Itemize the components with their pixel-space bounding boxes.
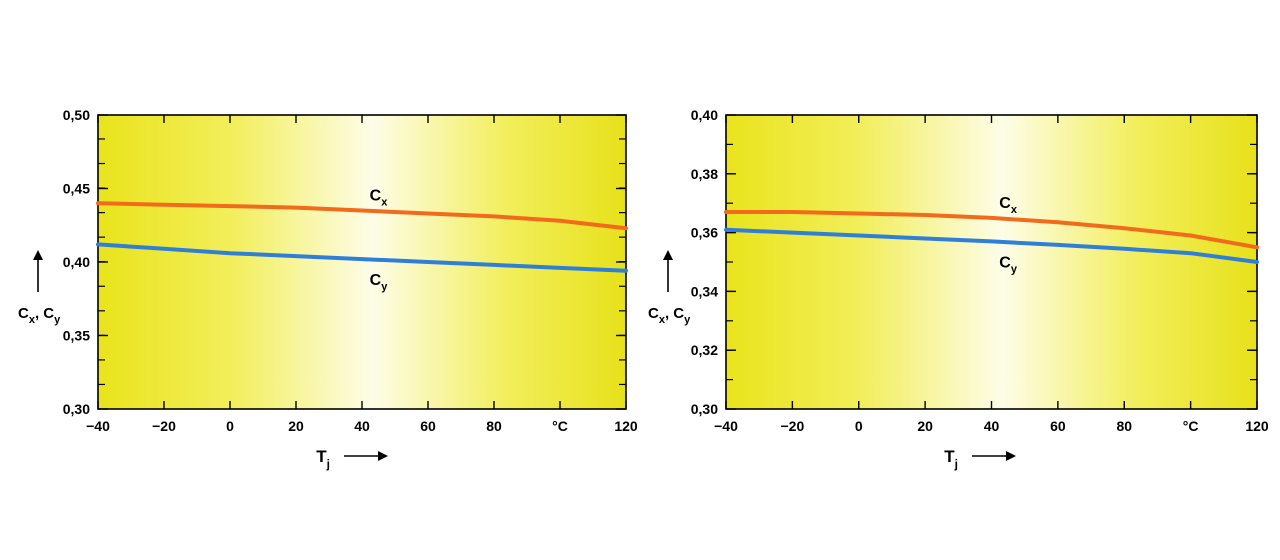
plot-area	[98, 115, 626, 409]
x-tick-label: −20	[781, 418, 805, 434]
y-tick-label: 0,40	[63, 254, 90, 270]
x-axis-title: Tj	[944, 447, 958, 471]
y-tick-label: 0,36	[691, 225, 718, 241]
chart-panel-2: 0,30 0,32 0,34 0,36 0,38 0,40 −40 −20 0 20 40 60 80 °…	[648, 107, 1269, 471]
x-tick-label: 60	[1050, 418, 1066, 434]
y-tick-label: 0,45	[63, 181, 90, 197]
series-line-cy	[96, 242, 628, 273]
y-tick-label: 0,35	[63, 328, 90, 344]
x-tick-label: 20	[288, 418, 304, 434]
x-tick-label: °C	[1183, 418, 1199, 434]
x-tick-label: 0	[855, 418, 863, 434]
x-tick-label: −40	[714, 418, 738, 434]
y-axis-title: Cx, Cy	[648, 305, 691, 326]
x-tick-label: 0	[226, 418, 234, 434]
x-axis-title: Tj	[316, 447, 330, 471]
series-line-cy	[724, 227, 1259, 264]
x-tick-label: 20	[917, 418, 933, 434]
x-tick-label: 80	[486, 418, 502, 434]
plot-area	[726, 115, 1257, 409]
y-tick-label: 0,30	[63, 401, 90, 417]
x-tick-label: −20	[152, 418, 176, 434]
chart-panel-1: 0,30 0,35 0,40 0,45 0,50 −40 −20 0 20 40 60 80 °C 120…	[18, 107, 638, 471]
y-axis-arrowhead	[663, 250, 673, 260]
y-tick-label: 0,50	[63, 107, 90, 123]
plot-frame	[97, 114, 627, 410]
x-axis-arrowhead	[378, 451, 388, 461]
y-tick-label: 0,40	[691, 107, 718, 123]
y-tick-label: 0,30	[691, 401, 718, 417]
x-axis-arrowhead	[1006, 451, 1016, 461]
series-line-cx	[724, 210, 1259, 250]
x-tick-label: 60	[420, 418, 436, 434]
x-tick-label: −40	[86, 418, 110, 434]
y-tick-label: 0,32	[691, 342, 718, 358]
x-tick-label: 80	[1116, 418, 1132, 434]
x-tick-label: °C	[552, 418, 568, 434]
x-tick-label: 40	[354, 418, 370, 434]
series-line-cx	[96, 201, 628, 231]
y-tick-label: 0,34	[691, 283, 718, 299]
x-tick-label: 120	[614, 418, 638, 434]
x-tick-label: 40	[984, 418, 1000, 434]
y-tick-label: 0,38	[691, 166, 718, 182]
y-axis-arrowhead	[33, 250, 43, 260]
y-axis-title: Cx, Cy	[18, 305, 61, 326]
x-tick-label: 120	[1245, 418, 1269, 434]
